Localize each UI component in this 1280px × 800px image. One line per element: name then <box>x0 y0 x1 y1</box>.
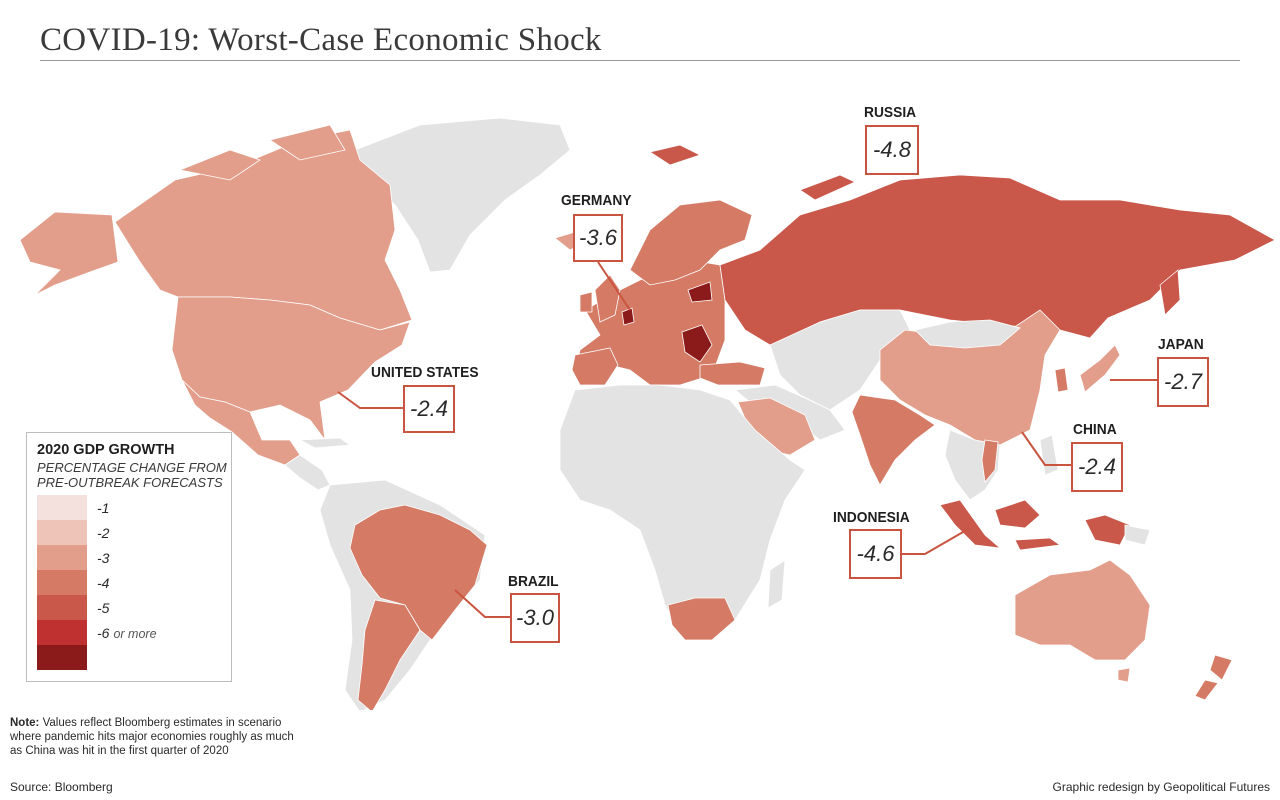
central-europe-dark <box>681 324 713 363</box>
legend-title: 2020 GDP GROWTH <box>37 442 175 458</box>
papua-shape <box>1124 524 1151 546</box>
legend-row: -6 or more <box>37 620 227 645</box>
legend-label-wrap: -2 <box>97 525 109 541</box>
turkey-shape <box>699 361 766 386</box>
alaska-shape <box>19 211 119 296</box>
page-title: COVID-19: Worst-Case Economic Shock <box>40 22 602 58</box>
legend-swatch <box>37 520 87 545</box>
leader-line-brazil <box>454 589 510 618</box>
legend-label-wrap: -1 <box>97 500 109 516</box>
legend-label-wrap: -3 <box>97 550 109 566</box>
callout-label-russia: RUSSIA <box>864 104 917 121</box>
scandinavia-shape <box>629 199 753 286</box>
callout-label-brazil: BRAZIL <box>508 573 559 590</box>
note-line2: where pandemic hits major economies roug… <box>10 731 294 743</box>
legend-subtitle-line2: PRE-OUTBREAK FORECASTS <box>37 475 223 490</box>
central-america-shape <box>284 454 331 491</box>
legend-subtitle: PERCENTAGE CHANGE FROM PRE-OUTBREAK FORE… <box>37 460 227 490</box>
legend-label: -1 <box>97 500 110 516</box>
callout-value-germany: -3.6 <box>573 214 623 262</box>
korea-shape <box>1054 367 1069 393</box>
south-africa-shape <box>667 597 736 641</box>
madagascar-shape <box>767 559 786 609</box>
brazil-shape <box>349 504 488 641</box>
callout-label-united-states: UNITED STATES <box>371 364 479 381</box>
tasmania-shape <box>1117 667 1131 683</box>
japan-shape <box>1079 344 1121 393</box>
ireland-shape <box>579 291 593 313</box>
callout-label-japan: JAPAN <box>1158 336 1204 353</box>
callout-value-russia: -4.8 <box>865 125 919 175</box>
legend-label-wrap: -6 or more <box>97 625 157 641</box>
argentina-shape <box>357 599 421 710</box>
baltic-dark <box>687 281 713 303</box>
callout-value-indonesia: -4.6 <box>849 529 902 579</box>
new-zealand-shape <box>1194 654 1233 701</box>
callout-value-japan: -2.7 <box>1157 357 1209 407</box>
legend-label: -6 <box>97 625 110 641</box>
legend-label: -4 <box>97 575 110 591</box>
caribbean-shape <box>298 437 352 449</box>
australia-shape <box>1014 559 1151 661</box>
note-text-1: Values reflect Bloomberg estimates in sc… <box>42 717 282 729</box>
leader-line-germany <box>597 261 631 311</box>
callout-label-germany: GERMANY <box>561 192 632 209</box>
callout-label-china: CHINA <box>1073 421 1117 438</box>
legend-label: -3 <box>97 550 110 566</box>
callout-value-china: -2.4 <box>1071 442 1123 492</box>
credit: Graphic redesign by Geopolitical Futures <box>1052 780 1270 794</box>
legend-swatch <box>37 595 87 620</box>
leader-line-china <box>1021 431 1073 466</box>
legend-label-wrap: -4 <box>97 575 109 591</box>
kamchatka <box>1159 269 1181 316</box>
legend-row: -1 <box>37 495 227 520</box>
india-shape <box>851 394 936 486</box>
greenland-shape <box>354 117 571 273</box>
note-line3: as China was hit in the first quarter of… <box>10 745 229 757</box>
legend-subtitle-line1: PERCENTAGE CHANGE FROM <box>37 460 227 475</box>
legend-swatch <box>37 495 87 520</box>
callout-label-indonesia: INDONESIA <box>833 509 910 526</box>
legend-suffix: or more <box>113 627 157 641</box>
legend-row: -4 <box>37 570 227 595</box>
note-label: Note: <box>10 717 40 729</box>
note-line1: Note: Values reflect Bloomberg estimates… <box>10 716 330 730</box>
leader-line-indonesia <box>902 527 971 555</box>
canadian-arctic-islands <box>178 124 346 181</box>
legend-label: -2 <box>97 525 110 541</box>
russia-shape <box>719 174 1276 346</box>
legend-row: -2 <box>37 520 227 545</box>
mongolia-shape <box>914 319 1021 349</box>
iberia-shape <box>571 347 619 386</box>
title-divider <box>40 60 1240 61</box>
leader-line-us <box>337 391 403 409</box>
legend-swatch <box>37 620 87 645</box>
source: Source: Bloomberg <box>10 780 113 794</box>
indonesia-shape <box>939 499 1131 551</box>
legend-swatch <box>37 570 87 595</box>
legend-swatch <box>37 545 87 570</box>
legend-row: -3 <box>37 545 227 570</box>
legend-row <box>37 645 227 670</box>
africa-shape <box>559 384 806 641</box>
callout-value-brazil: -3.0 <box>510 593 560 643</box>
philippines-shape <box>1039 434 1059 476</box>
legend-label: -5 <box>97 600 110 616</box>
legend-row: -5 <box>37 595 227 620</box>
svalbard <box>648 144 702 166</box>
novaya-zemlya <box>799 174 856 201</box>
callout-value-united-states: -2.4 <box>403 385 455 433</box>
legend: 2020 GDP GROWTH PERCENTAGE CHANGE FROM P… <box>26 432 232 682</box>
note: Note: Values reflect Bloomberg estimates… <box>10 716 330 758</box>
vietnam-shape <box>981 439 999 483</box>
legend-swatch <box>37 645 87 670</box>
legend-label-wrap: -5 <box>97 600 109 616</box>
world-map <box>19 117 1276 710</box>
